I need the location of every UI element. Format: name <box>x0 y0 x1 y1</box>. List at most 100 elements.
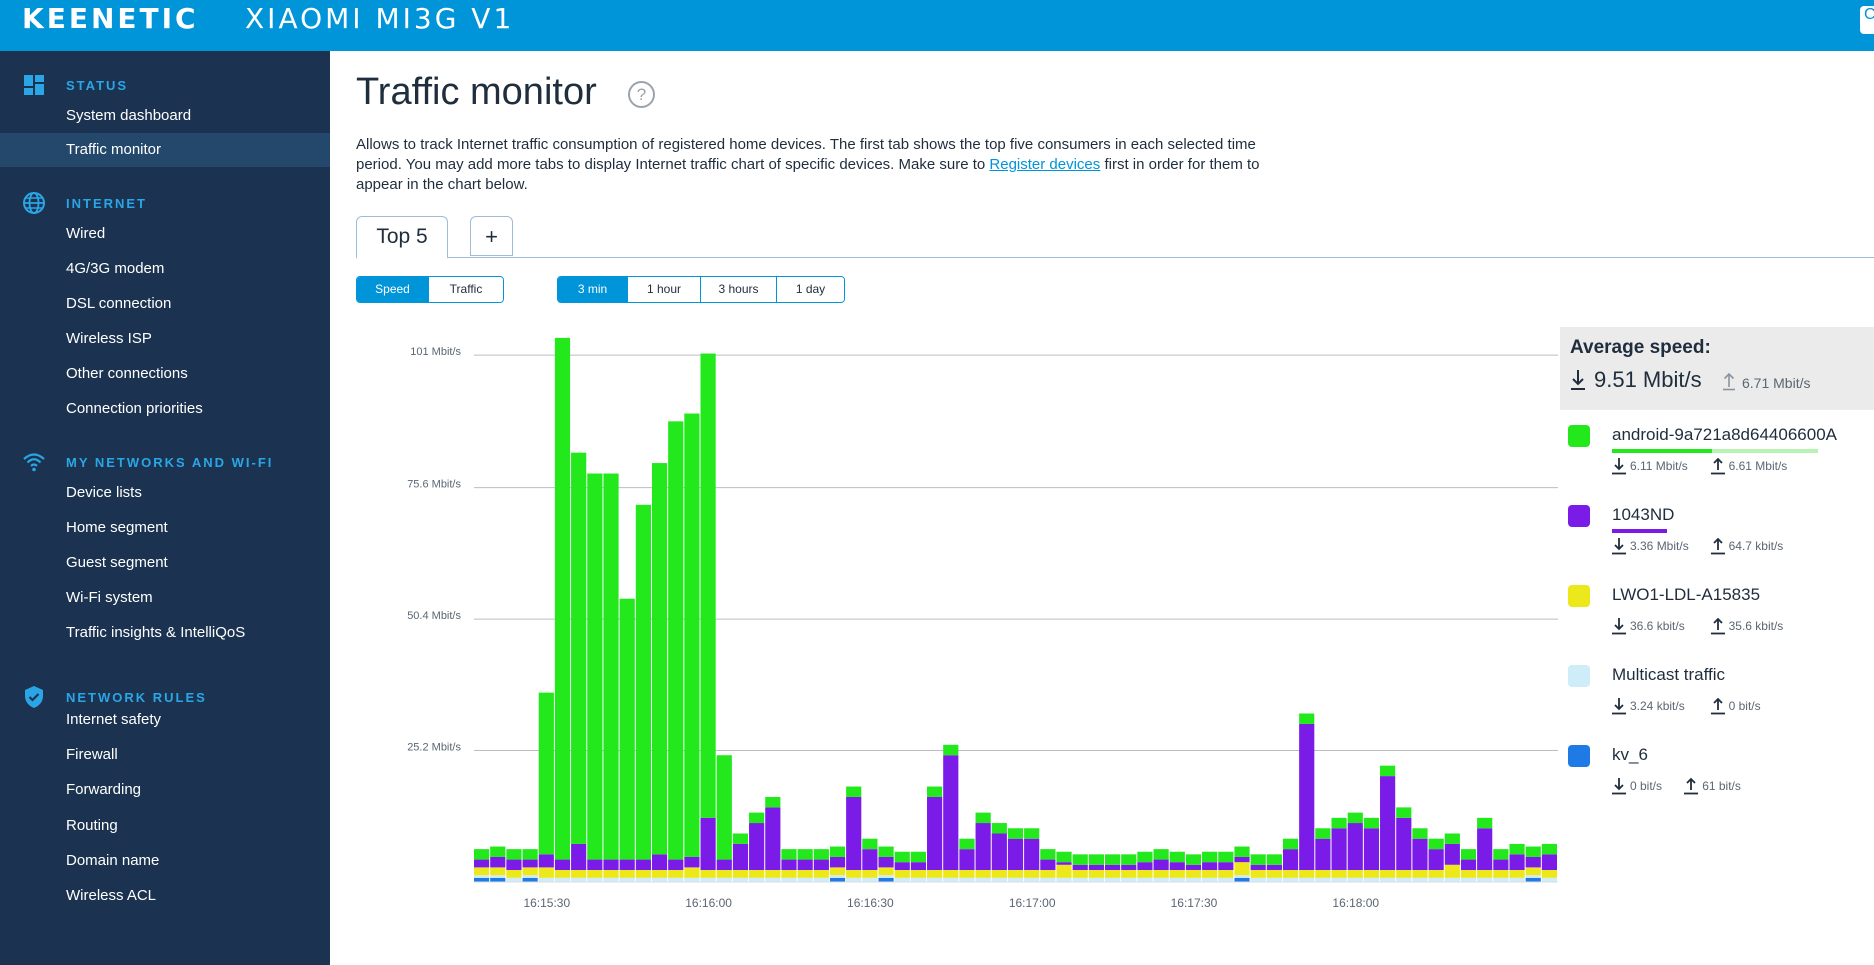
sidebar-item-firewall[interactable]: Firewall <box>66 746 118 763</box>
description-text-end: first in order for them to appear in the… <box>356 156 1260 193</box>
bar-segment <box>1477 870 1493 878</box>
bar-segment <box>522 875 538 878</box>
bar-segment <box>522 859 538 868</box>
sidebar-item-traffic-monitor[interactable]: Traffic monitor <box>0 133 330 167</box>
mode-speed-button[interactable]: Speed <box>357 277 429 302</box>
register-devices-link[interactable]: Register devices <box>989 156 1101 173</box>
bar-segment <box>1363 877 1380 882</box>
period-3hours-button[interactable]: 3 hours <box>701 277 777 302</box>
bar-segment <box>1024 877 1040 882</box>
sidebar-item-guest-segment[interactable]: Guest segment <box>66 554 168 571</box>
bar-segment <box>474 875 490 878</box>
bar-segment <box>1282 870 1299 878</box>
bar-segment <box>1007 870 1024 878</box>
bar-segment <box>1493 849 1509 860</box>
bar-segment <box>1202 870 1218 878</box>
bar-segment <box>1040 859 1056 871</box>
bar-segment <box>522 877 538 882</box>
bar-segment <box>1088 854 1104 865</box>
bar-segment <box>1299 713 1315 724</box>
bar-segment <box>959 870 975 878</box>
legend-device[interactable]: LWO1-LDL-A15835 36.6 kbit/s 35.6 kbit/s <box>1560 583 1874 663</box>
bar-segment <box>829 877 846 882</box>
legend-device[interactable]: 1043ND 3.36 Mbit/s 64.7 kbit/s <box>1560 503 1874 583</box>
legend-device[interactable]: android-9a721a8d64406600A 6.11 Mbit/s 6.61… <box>1560 423 1874 503</box>
sidebar-item-device-lists[interactable]: Device lists <box>66 484 142 501</box>
sidebar-item-home-segment[interactable]: Home segment <box>66 519 168 536</box>
bar-segment <box>603 473 619 860</box>
device-upload-speed: 61 bit/s <box>1702 779 1741 793</box>
device-color-swatch[interactable] <box>1568 425 1590 447</box>
sidebar-item-dsl-connection[interactable]: DSL connection <box>66 295 172 312</box>
bar-segment <box>1218 851 1234 863</box>
sidebar-item-routing[interactable]: Routing <box>66 817 118 834</box>
bar-segment <box>1104 870 1121 878</box>
bar-segment <box>1218 877 1234 882</box>
bar-segment <box>878 867 894 876</box>
bar-segment <box>619 859 635 871</box>
bar-segment <box>1525 856 1541 868</box>
bar-segment <box>959 849 975 871</box>
bar-segment <box>1363 817 1380 829</box>
bar-segment <box>1509 870 1525 878</box>
header-corner-button[interactable]: C <box>1860 6 1874 34</box>
sidebar-item-wireless-isp[interactable]: Wireless ISP <box>66 330 152 347</box>
bar-segment <box>910 851 927 863</box>
sidebar-item-wireless-acl[interactable]: Wireless ACL <box>66 887 157 904</box>
bar-segment <box>749 812 765 824</box>
bar-segment <box>781 870 797 878</box>
help-icon[interactable]: ? <box>628 81 655 108</box>
bar-segment <box>522 849 538 860</box>
bar-segment <box>1056 877 1072 882</box>
period-3min-button[interactable]: 3 min <box>558 277 628 302</box>
bar-segment <box>732 877 749 882</box>
device-color-swatch[interactable] <box>1568 505 1590 527</box>
bar-segment <box>668 859 684 871</box>
y-tick-label: 25.2 Mbit/s <box>407 742 461 754</box>
bar-segment <box>1477 817 1493 829</box>
device-color-swatch[interactable] <box>1568 585 1590 607</box>
bar-segment <box>538 867 554 878</box>
mode-traffic-button[interactable]: Traffic <box>429 277 503 302</box>
legend-device[interactable]: kv_6 0 bit/s 61 bit/s <box>1560 743 1874 823</box>
bar-segment <box>571 843 587 871</box>
sidebar-item-other-connections[interactable]: Other connections <box>66 365 188 382</box>
sidebar-item-domain-name[interactable]: Domain name <box>66 852 160 869</box>
bar-segment <box>1396 807 1412 818</box>
bar-segment <box>813 849 829 860</box>
bar-segment <box>975 870 991 878</box>
sidebar-item-connection-priorities[interactable]: Connection priorities <box>66 400 203 417</box>
sidebar-item-4g-3g-modem[interactable]: 4G/3G modem <box>66 260 165 277</box>
bar-segment <box>732 833 749 844</box>
download-arrow-icon <box>1612 618 1626 635</box>
bar-segment <box>862 838 878 850</box>
bar-segment <box>910 870 927 878</box>
bar-segment <box>894 862 910 871</box>
bar-segment <box>894 851 910 863</box>
bar-segment <box>1331 817 1347 829</box>
brand-logo[interactable]: KEENETIC <box>22 2 199 35</box>
tab-top-5[interactable]: Top 5 <box>356 216 448 259</box>
period-1day-button[interactable]: 1 day <box>777 277 844 302</box>
sidebar-item-wifi-system[interactable]: Wi-Fi system <box>66 589 153 606</box>
period-1hour-button[interactable]: 1 hour <box>628 277 701 302</box>
bar-segment <box>1412 870 1428 878</box>
sidebar-item-traffic-insights[interactable]: Traffic insights & IntelliQoS <box>66 624 246 641</box>
legend-device[interactable]: Multicast traffic 3.24 kbit/s 0 bit/s <box>1560 663 1874 743</box>
sidebar-item-system-dashboard[interactable]: System dashboard <box>66 107 192 124</box>
bar-segment <box>1169 870 1185 878</box>
device-name: kv_6 <box>1612 745 1648 764</box>
bar-segment <box>927 877 943 882</box>
sidebar-item-forwarding[interactable]: Forwarding <box>66 781 142 798</box>
device-color-swatch[interactable] <box>1568 745 1590 767</box>
sidebar-item-wired[interactable]: Wired <box>66 225 106 242</box>
section-title: NETWORK RULES <box>66 690 207 705</box>
sidebar-item-internet-safety[interactable]: Internet safety <box>66 711 162 728</box>
x-tick-label: 16:17:00 <box>1009 896 1056 910</box>
bar-segment <box>1072 870 1088 878</box>
bar-segment <box>1331 870 1347 878</box>
bar-segment <box>651 463 668 855</box>
average-speed-box: Average speed: 9.51 Mbit/s 6.71 Mbit/s <box>1560 327 1874 410</box>
add-tab-button[interactable]: + <box>470 216 513 256</box>
device-color-swatch[interactable] <box>1568 665 1590 687</box>
